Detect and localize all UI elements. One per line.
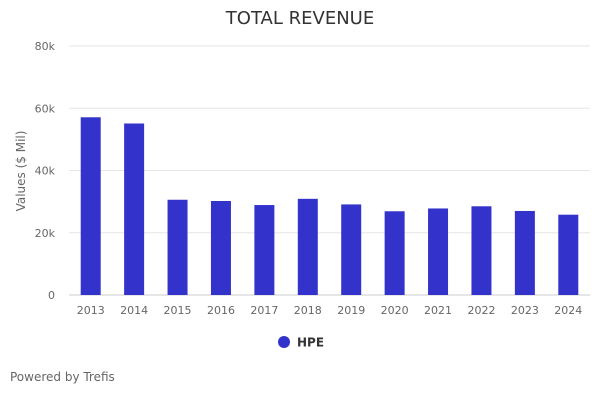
gridlines bbox=[69, 45, 590, 296]
y-tick-label: 40k bbox=[35, 165, 56, 178]
x-tick-label: 2020 bbox=[381, 304, 409, 317]
legend[interactable]: HPE bbox=[278, 336, 324, 350]
y-axis-ticks: 0 20k 40k 60k 80k bbox=[35, 40, 56, 302]
y-tick-label: 0 bbox=[48, 289, 55, 302]
x-tick-label: 2016 bbox=[207, 304, 235, 317]
y-tick-label: 60k bbox=[35, 102, 56, 115]
bar-2024[interactable] bbox=[558, 214, 579, 295]
x-axis-ticks: 2013 2014 2015 2016 2017 2018 2019 2020 2021 2022… bbox=[77, 304, 583, 317]
x-tick-label: 2023 bbox=[511, 304, 539, 317]
bar-2017[interactable] bbox=[254, 205, 275, 295]
y-tick-label: 20k bbox=[35, 227, 56, 240]
bar-2014[interactable] bbox=[124, 123, 145, 295]
legend-marker-hpe[interactable] bbox=[278, 336, 290, 348]
bar-2018[interactable] bbox=[297, 198, 318, 295]
x-tick-label: 2022 bbox=[467, 304, 495, 317]
y-axis-label: Values ($ Mil) bbox=[14, 131, 28, 212]
bar-2013[interactable] bbox=[80, 117, 101, 296]
x-tick-label: 2018 bbox=[294, 304, 322, 317]
x-tick-label: 2021 bbox=[424, 304, 452, 317]
x-tick-label: 2017 bbox=[250, 304, 278, 317]
x-tick-label: 2019 bbox=[337, 304, 365, 317]
bar-2015[interactable] bbox=[167, 199, 188, 295]
credit-text: Powered by Trefis bbox=[10, 370, 115, 384]
bar-2019[interactable] bbox=[341, 204, 362, 295]
x-tick-label: 2015 bbox=[164, 304, 192, 317]
y-tick-label: 80k bbox=[35, 40, 56, 53]
bar-2023[interactable] bbox=[514, 210, 535, 295]
bar-2016[interactable] bbox=[210, 201, 231, 295]
bars bbox=[80, 117, 579, 296]
x-tick-label: 2024 bbox=[554, 304, 582, 317]
x-tick-label: 2014 bbox=[120, 304, 148, 317]
bar-2020[interactable] bbox=[384, 211, 405, 295]
bar-2022[interactable] bbox=[471, 206, 492, 295]
chart-title: TOTAL REVENUE bbox=[225, 8, 374, 29]
bar-2021[interactable] bbox=[428, 208, 449, 295]
legend-label-hpe[interactable]: HPE bbox=[297, 336, 324, 350]
x-tick-label: 2013 bbox=[77, 304, 105, 317]
